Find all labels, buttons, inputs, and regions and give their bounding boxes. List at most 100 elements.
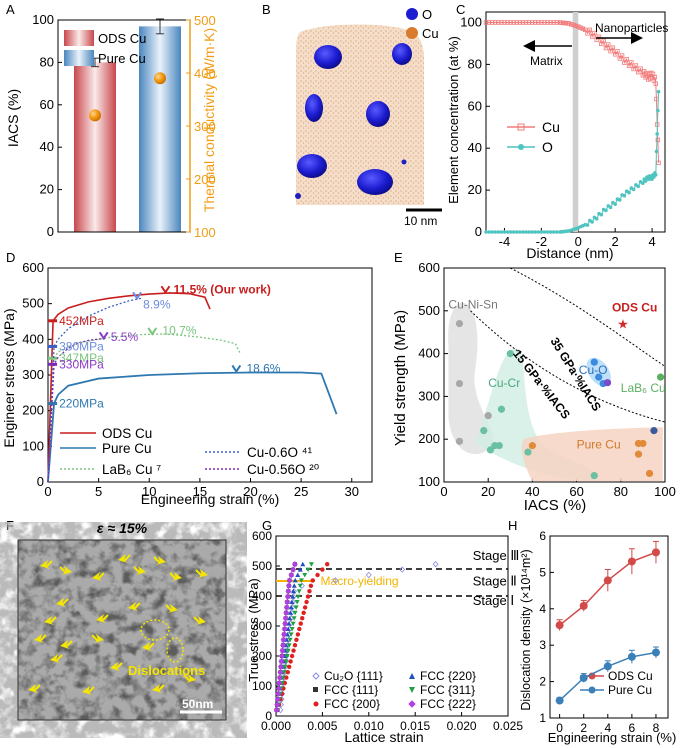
- legend-marker-g: [408, 700, 416, 708]
- dislocation-arrow: [34, 634, 44, 643]
- axis-c-xtick-label: 4: [648, 234, 655, 249]
- lattice-point: [278, 658, 285, 665]
- lattice-point: [325, 562, 330, 567]
- point-o: [653, 173, 658, 177]
- dislocation-arrow-tail: [183, 674, 191, 682]
- thermal-conductivity-point: [89, 109, 101, 122]
- contour-15: [470, 310, 666, 423]
- lattice-point: [290, 594, 296, 599]
- xlabel-h: Engineering strain (%): [548, 730, 677, 745]
- dislocation-arrow-tail: [59, 566, 67, 574]
- dislocation-arrow-tail: [133, 566, 141, 574]
- dislocation-arrow: [168, 604, 178, 613]
- point-cu-ni-sn: [455, 379, 464, 388]
- lattice-point: [292, 577, 298, 583]
- legend-o-c: O: [542, 139, 553, 155]
- annotation-matrix: Matrix: [530, 54, 563, 68]
- lattice-point: [287, 637, 293, 643]
- dislocation-arrow: [172, 572, 182, 581]
- lattice-point: [297, 567, 303, 572]
- scale-bar-label-f: 50nm: [182, 697, 213, 711]
- point-o: [643, 179, 648, 183]
- xlabel-g: Lattice strain: [344, 729, 423, 745]
- point-o: [654, 149, 659, 154]
- lattice-point: [284, 675, 289, 680]
- lattice-point: [291, 561, 298, 568]
- axis-g-xtick-label: 0.015: [400, 719, 430, 733]
- bar-pure-iacs: [139, 26, 181, 232]
- point-cu: [610, 45, 616, 50]
- point-cu: [551, 20, 556, 25]
- legend-cu-label: Cu: [422, 26, 439, 41]
- legend-label-g: FCC {311}: [420, 683, 475, 697]
- data-label: 10.7%: [162, 323, 196, 337]
- lattice-point: [285, 670, 290, 675]
- point-cu: [589, 34, 595, 39]
- point-cu: [624, 57, 629, 62]
- dislocation-arrow: [196, 616, 206, 625]
- point-cu: [496, 20, 501, 25]
- oxide-particle: [357, 169, 393, 195]
- point-cu-cr: [495, 442, 503, 450]
- point-pure: [634, 450, 643, 458]
- axis-d-ytick-label: 400: [22, 331, 44, 346]
- point-cu: [569, 22, 574, 27]
- curve-cu-0-56o: [47, 337, 107, 483]
- ylabel-e: Yield strength (MPa): [392, 310, 409, 446]
- uts-marker: [147, 327, 158, 336]
- lattice-point: [332, 577, 339, 584]
- point-o: [551, 230, 556, 234]
- axis-a-ytick-label: 80: [40, 54, 54, 69]
- lattice-point: [288, 632, 294, 637]
- dislocation-arrow: [62, 566, 72, 575]
- lattice-point: [282, 620, 289, 627]
- dislocations-label: Dislocations: [128, 663, 205, 678]
- point-cu-o: [590, 358, 598, 366]
- axis-h-ytick-label: 2: [539, 675, 546, 689]
- axis-c-ytick-label: 20: [468, 182, 482, 197]
- data-label: 5.5%: [111, 330, 139, 344]
- dislocation-arrow-tail: [45, 560, 53, 568]
- point-o: [518, 230, 522, 234]
- contour-35: [510, 267, 666, 367]
- lattice-point: [285, 582, 292, 589]
- lattice-point: [291, 583, 297, 588]
- point-cu: [548, 20, 553, 25]
- dislocation-arrow: [60, 640, 70, 649]
- lattice-point: [308, 583, 314, 588]
- point-cu: [554, 20, 559, 25]
- interface-band: [572, 12, 579, 232]
- lattice-point: [305, 567, 311, 573]
- point-o: [499, 230, 504, 234]
- point-pure: [528, 442, 537, 450]
- point-o: [554, 230, 559, 234]
- axis-d-xtick-label: 25: [294, 484, 308, 499]
- point-cu: [601, 38, 606, 44]
- point-cu: [655, 137, 661, 143]
- axis-d-ytick-label: 0: [37, 474, 44, 489]
- point-cu: [489, 20, 495, 25]
- lattice-point: [315, 572, 320, 578]
- legend-label-g: Cu₂O {111}: [324, 669, 383, 683]
- dislocation-arrow-tail: [49, 616, 57, 624]
- bar-ods-iacs: [74, 62, 116, 233]
- dislocation-arrow-tail: [165, 604, 173, 612]
- point-cu: [585, 31, 590, 36]
- data-label: 8.9%: [143, 297, 171, 311]
- lattice-point: [295, 632, 301, 637]
- lattice-point: [274, 696, 281, 703]
- point-cu: [636, 69, 641, 75]
- dislocation-arrow: [142, 642, 152, 651]
- point-other: [650, 427, 658, 435]
- uts-marker: [132, 291, 142, 301]
- oxide-particle: [297, 154, 327, 178]
- axis-e-ytick-label: 500: [418, 303, 440, 318]
- oxide-particle: [401, 159, 407, 165]
- axis-c-ytick-label: 0: [475, 224, 482, 239]
- point-cu: [523, 20, 529, 25]
- axis-d-xtick-label: 0: [44, 484, 51, 499]
- region-cu-cr: [474, 348, 596, 481]
- panel-label-b: B: [262, 2, 271, 17]
- point-o: [524, 230, 528, 234]
- point-o: [656, 108, 660, 113]
